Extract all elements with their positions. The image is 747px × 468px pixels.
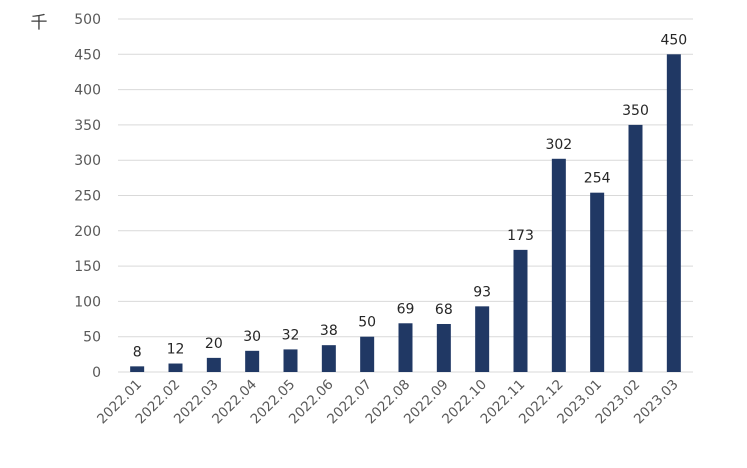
- bar: [551, 158, 566, 372]
- bar: [130, 366, 145, 372]
- y-tick-label: 50: [83, 330, 101, 346]
- y-tick-label: 150: [74, 259, 101, 275]
- y-tick-label: 200: [74, 224, 101, 240]
- y-axis-unit-label: 千: [31, 13, 48, 33]
- data-label: 302: [545, 137, 572, 153]
- y-tick-label: 100: [74, 294, 101, 310]
- data-label: 450: [660, 32, 687, 48]
- data-label: 69: [397, 301, 415, 317]
- bar: [666, 54, 681, 373]
- data-label: 32: [282, 327, 300, 343]
- data-label: 20: [205, 336, 223, 352]
- bar: [590, 192, 605, 372]
- data-label: 38: [320, 323, 338, 339]
- data-label: 50: [358, 315, 376, 331]
- data-labels: 8 12 20 30 32 38 50 69 68 93 173 302 254 350 450: [133, 32, 687, 360]
- bar: [168, 363, 183, 372]
- bars: [130, 54, 681, 373]
- data-label: 254: [584, 171, 611, 187]
- gridlines: [118, 18, 693, 373]
- data-label: 12: [167, 342, 185, 358]
- bar: [436, 323, 451, 372]
- bar: [245, 350, 260, 372]
- y-tick-label: 300: [74, 153, 101, 169]
- y-tick-label: 450: [74, 47, 101, 63]
- bar: [360, 336, 375, 372]
- bar: [398, 323, 413, 372]
- x-axis-ticks: 2022.012022.022022.032022.042022.052022.…: [94, 377, 681, 428]
- bar: [475, 306, 490, 372]
- data-label: 350: [622, 103, 649, 119]
- y-tick-label: 350: [74, 118, 101, 134]
- y-tick-label: 500: [74, 12, 101, 28]
- data-label: 93: [473, 284, 491, 300]
- bar: [283, 349, 298, 372]
- bar: [628, 124, 643, 373]
- data-label: 8: [133, 344, 142, 360]
- y-tick-label: 400: [74, 83, 101, 99]
- bar: [321, 345, 336, 372]
- data-label: 173: [507, 228, 534, 244]
- data-label: 68: [435, 302, 453, 318]
- bar: [206, 357, 221, 372]
- y-tick-label: 0: [92, 365, 101, 381]
- data-label: 30: [243, 329, 261, 345]
- y-axis-ticks: 0 50 100 150 200 250 300 350 400 450 500: [74, 12, 101, 381]
- y-tick-label: 250: [74, 189, 101, 205]
- bar: [513, 249, 528, 372]
